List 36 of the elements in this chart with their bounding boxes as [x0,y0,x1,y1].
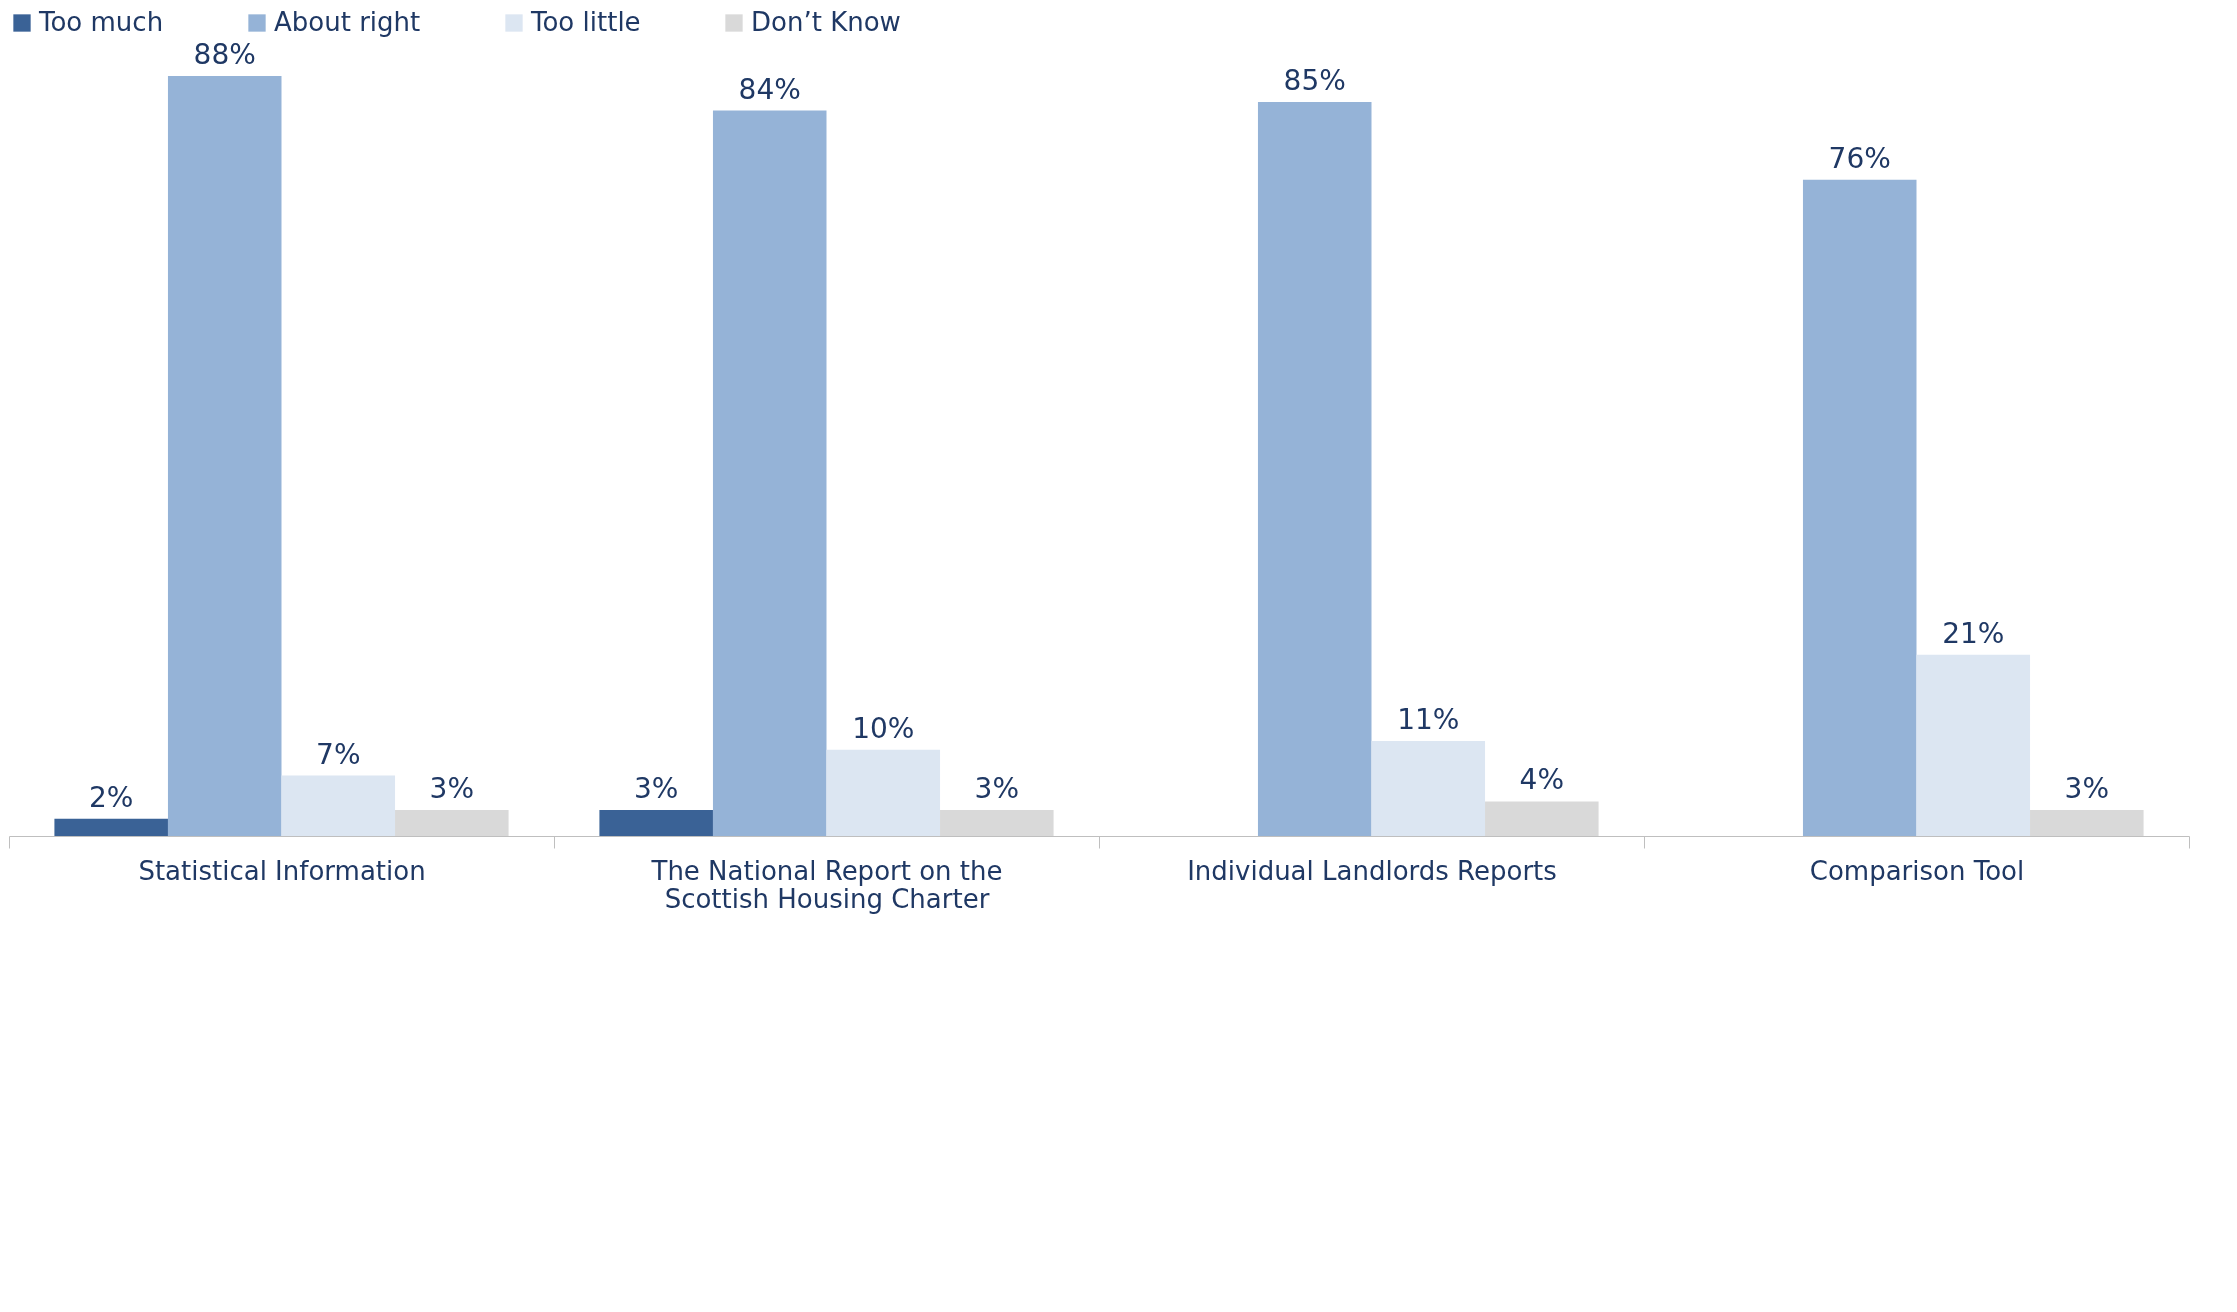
data-label: 3% [974,772,1020,806]
legend-label: Too little [530,7,641,37]
x-tick-label: Individual Landlords Reports [1187,855,1557,886]
data-label: 76% [1828,141,1891,175]
x-tick-label: Comparison Tool [1809,855,2025,886]
data-label: 10% [852,711,915,745]
bar [1802,179,1917,836]
bar [1371,741,1486,836]
bar [281,775,396,836]
bar [1257,101,1372,836]
x-tick-label: The National Report on the Scottish Housing Charter [650,855,1003,914]
bar [167,76,282,836]
bar [1916,654,2031,836]
data-label: 11% [1397,703,1460,736]
bar [1485,801,1599,836]
data-label: 4% [1519,763,1565,797]
data-label: 88% [193,38,256,71]
bar [54,818,168,836]
bar [712,110,827,836]
legend-label: Too much [38,7,164,37]
data-label: 21% [1942,616,2005,650]
bar [2030,810,2144,836]
data-label: 3% [429,772,475,806]
legend-label: Don’t Know [751,7,901,37]
data-label: 85% [1283,63,1346,97]
bar [826,749,941,836]
x-tick-label: Statistical Information [138,855,426,886]
data-label: 7% [316,737,361,771]
bar [395,810,509,836]
data-label: 84% [738,72,801,106]
data-label: 3% [2064,772,2110,806]
data-label: 3% [633,772,679,806]
bar [940,810,1054,836]
bar [599,810,713,836]
legend-label: About right [274,7,421,37]
data-label: 2% [88,780,134,814]
